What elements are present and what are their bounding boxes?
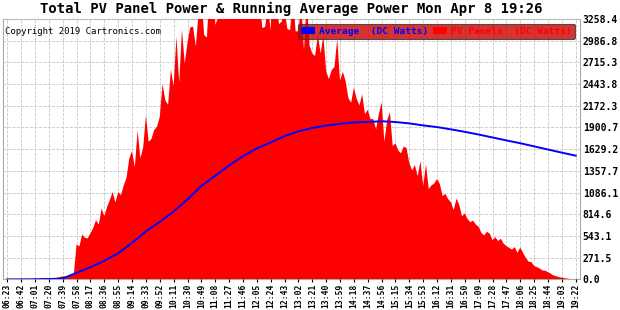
Text: Copyright 2019 Cartronics.com: Copyright 2019 Cartronics.com [5,27,161,36]
Legend: Average  (DC Watts), PV Panels  (DC Watts): Average (DC Watts), PV Panels (DC Watts) [298,24,575,39]
Title: Total PV Panel Power & Running Average Power Mon Apr 8 19:26: Total PV Panel Power & Running Average P… [40,2,542,16]
